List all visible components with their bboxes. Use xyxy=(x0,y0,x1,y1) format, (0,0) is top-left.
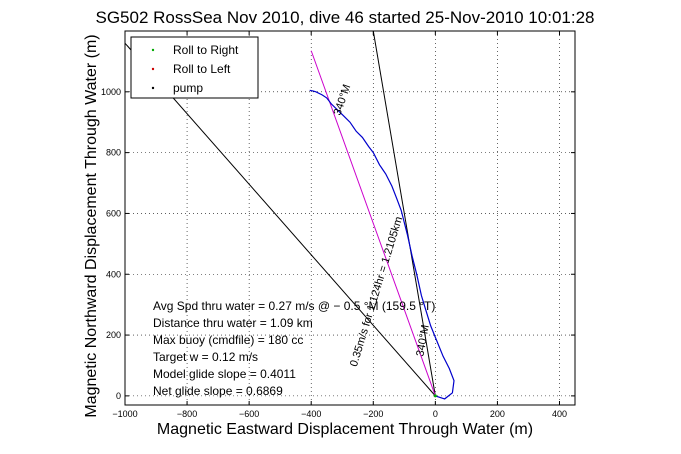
y-tick-label: 600 xyxy=(106,208,121,218)
legend-marker xyxy=(151,67,155,71)
summary-line: Model glide slope = 0.4011 xyxy=(153,367,296,381)
summary-line: Net glide slope = 0.6869 xyxy=(153,384,283,398)
reference-line xyxy=(124,42,436,397)
summary-line: Distance thru water = 1.09 km xyxy=(153,316,313,330)
x-tick-label: 200 xyxy=(490,409,505,419)
legend-entry: pump xyxy=(173,81,203,95)
y-tick-label: 200 xyxy=(106,330,121,340)
legend-marker xyxy=(151,86,155,90)
legend: Roll to Right Roll to Left pump xyxy=(130,36,259,99)
ticks: −1000 −800 −600 −400 −200 0 200 400 0 200 400 600 80… xyxy=(101,31,575,419)
model-glide-line xyxy=(310,50,436,397)
y-tick-label: 800 xyxy=(106,148,121,158)
x-tick-label: 0 xyxy=(433,409,438,419)
x-tick-label: 400 xyxy=(552,409,567,419)
plot-area: 340°M0.35m/s for 1.124hr = 1.2105km 340°M… xyxy=(101,30,576,419)
summary-line: Max buoy (cmdfile) = 180 cc xyxy=(153,333,303,347)
summary-block: Avg Spd thru water = 0.27 m/s @ − 0.5 °M… xyxy=(153,299,435,398)
chart-title: SG502 RossSea Nov 2010, dive 46 started … xyxy=(96,8,595,27)
y-tick-label: 1000 xyxy=(101,87,121,97)
plot-border xyxy=(124,30,576,406)
reference-line xyxy=(372,30,436,396)
x-tick-label: −800 xyxy=(177,409,197,419)
grid xyxy=(124,31,575,405)
summary-line: Avg Spd thru water = 0.27 m/s @ − 0.5 °M… xyxy=(153,299,435,313)
y-axis-label: Magnetic Northward Displacement Through … xyxy=(83,34,100,417)
summary-line: Target w = 0.12 m/s xyxy=(153,350,258,364)
track-start-point xyxy=(433,394,437,398)
track-line xyxy=(309,89,455,400)
x-tick-label: −1000 xyxy=(112,409,137,419)
legend-marker xyxy=(151,48,155,52)
y-tick-label: 400 xyxy=(106,269,121,279)
reference-lines xyxy=(124,30,436,397)
series-layer xyxy=(309,50,455,400)
legend-entry: Roll to Right xyxy=(173,43,239,57)
x-axis-label: Magnetic Eastward Displacement Through W… xyxy=(157,421,533,438)
y-tick-label: 0 xyxy=(116,391,121,401)
x-tick-label: −400 xyxy=(301,409,321,419)
x-tick-label: −600 xyxy=(239,409,259,419)
line-annotation: 340°M xyxy=(414,324,431,358)
legend-entry: Roll to Left xyxy=(173,62,231,76)
x-tick-label: −200 xyxy=(363,409,383,419)
